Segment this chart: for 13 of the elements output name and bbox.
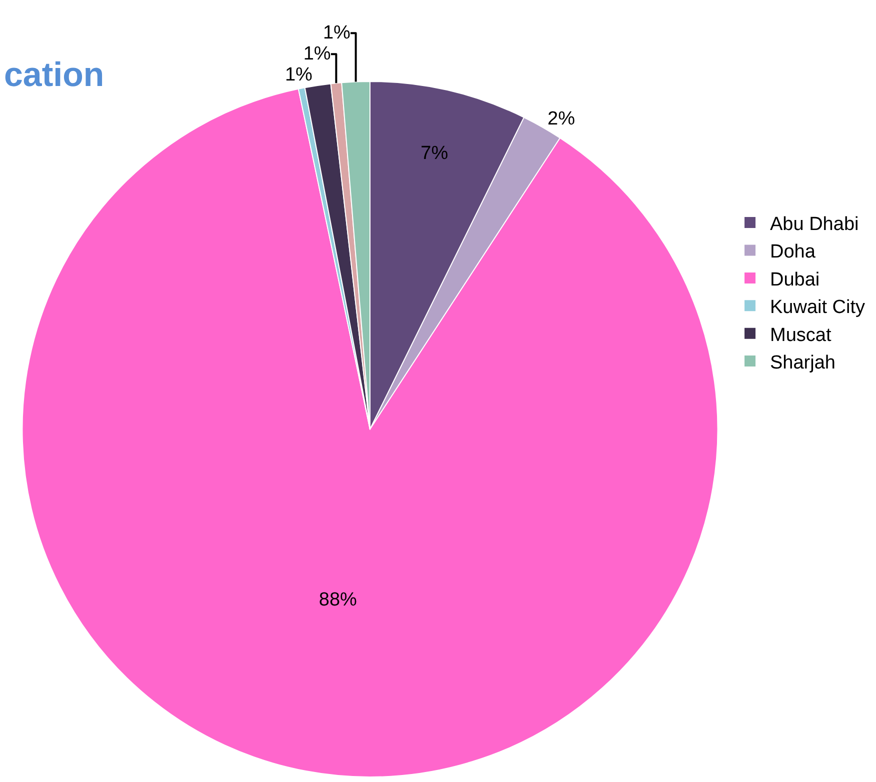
data-label: 2% <box>548 108 576 130</box>
legend-label: Dubai <box>770 269 820 290</box>
data-label: 1% <box>303 44 331 65</box>
legend-label: Sharjah <box>770 352 836 374</box>
text: cation <box>4 56 104 94</box>
data-label: 1% <box>322 22 351 44</box>
legend-label: Abu Dhabi <box>770 214 859 235</box>
data-label: 88% <box>318 590 358 611</box>
data-label: 7% <box>420 142 448 164</box>
legend-label: Muscat <box>770 324 832 346</box>
data-label: 1% <box>284 64 313 86</box>
legend-label: Doha <box>770 242 816 263</box>
legend-label: Kuwait City <box>770 297 866 318</box>
